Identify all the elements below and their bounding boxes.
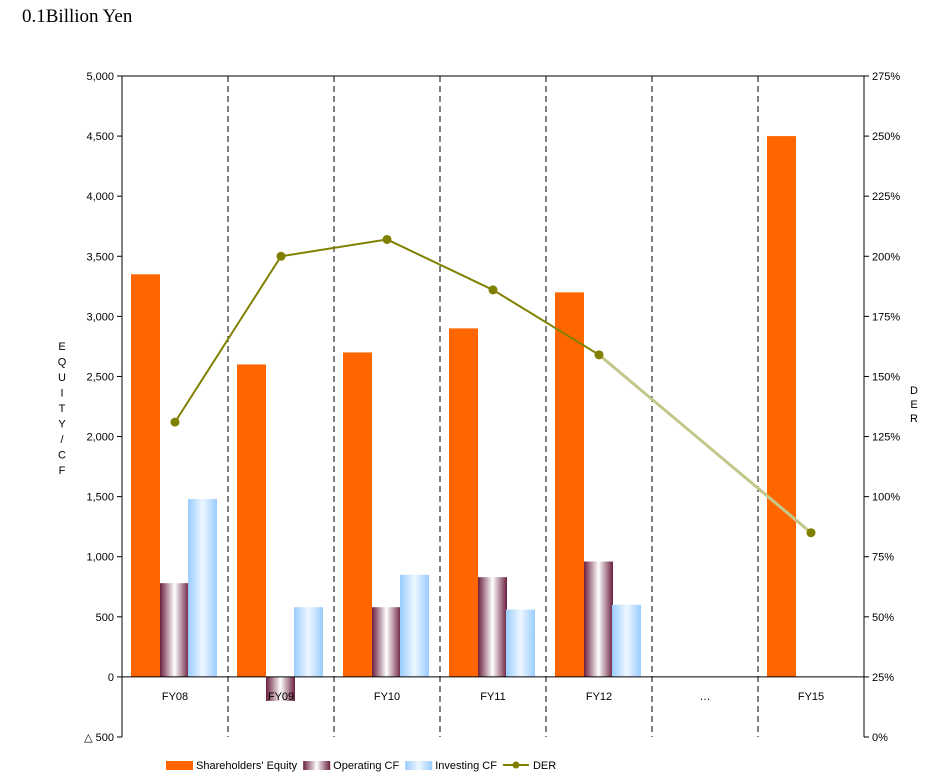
left-tick-label: 2,500 [86,371,114,383]
right-tick-label: 250% [872,131,900,143]
shareholders-equity-bar [767,136,796,677]
der-point [170,417,180,427]
shareholders-equity-bar [343,352,372,677]
right-tick-label: 75% [872,552,894,564]
investing-cf-bar [400,574,429,677]
right-tick-label: 225% [872,191,900,203]
right-tick-label: 125% [872,432,900,444]
der-line-segment [386,238,494,291]
operating-cf-bar [584,561,613,677]
der-point [382,234,392,244]
left-tick-label: 4,000 [86,191,114,203]
der-point [806,528,816,538]
der-line-segment [280,238,388,258]
right-tick-label: 100% [872,492,900,504]
left-tick-label: △ 500 [84,732,114,744]
right-tick-label: 175% [872,311,900,323]
category-label: … [700,691,711,703]
shareholders-equity-bar [237,364,266,677]
shareholders-equity-bar [555,292,584,677]
shareholders-equity-legend-swatch [166,761,193,770]
legend: Shareholders' Equity Operating CF Investin… [166,760,556,772]
left-tick-label: 2,000 [86,432,114,444]
category-label: FY08 [162,691,188,703]
der-line-segment [492,289,600,356]
shareholders-equity-legend-label: Shareholders' Equity [196,760,298,772]
operating-cf-legend-swatch [303,761,331,770]
right-tick-label: 0% [872,732,888,744]
left-tick-label: 1,500 [86,492,114,504]
investing-cf-bar [188,499,217,677]
left-tick-label: 4,500 [86,131,114,143]
shareholders-equity-bar [131,274,160,677]
bars [131,136,796,701]
shareholders-equity-bar [449,328,478,677]
left-axis-label: E Q U I T Y / C F [58,341,67,477]
axis-labels: E Q U I T Y / C F D E R [58,341,918,477]
category-label: FY12 [586,691,612,703]
left-tick-label: 3,000 [86,311,114,323]
axes [117,75,869,738]
der-projected-segment [598,353,812,534]
left-tick-label: 5,000 [86,71,114,83]
operating-cf-bar [372,607,401,677]
der-point [594,350,604,360]
category-separators [227,76,759,737]
right-tick-label: 25% [872,672,894,684]
operating-cf-bar [478,577,507,677]
right-tick-label: 50% [872,612,894,624]
operating-cf-legend-label: Operating CF [333,760,399,772]
investing-cf-legend-swatch [405,761,433,770]
left-tick-label: 500 [96,612,114,624]
right-tick-label: 275% [872,71,900,83]
operating-cf-bar [160,583,189,677]
der-point [276,251,286,261]
investing-cf-bar [612,604,641,677]
left-tick-label: 0 [108,672,114,684]
operating-cf-bar [266,676,295,701]
der-line-segment [174,255,282,423]
left-tick-label: 3,500 [86,251,114,263]
category-label: FY11 [480,691,505,703]
right-tick-label: 150% [872,371,900,383]
der-line [170,234,816,538]
der-point [488,285,498,295]
category-label: FY10 [374,691,400,703]
category-label: FY15 [798,691,824,703]
right-tick-label: 200% [872,251,900,263]
der-legend-label: DER [533,760,556,772]
investing-cf-legend-label: Investing CF [435,760,497,772]
der-legend-marker [512,761,520,769]
unit-label: 0.1Billion Yen [22,6,133,27]
investing-cf-bar [294,607,323,677]
tick-labels: △ 500 0 500 1,000 1,500 2,000 2,500 3,000 3,500 4… [84,71,900,744]
category-label: FY09 [268,691,294,703]
left-tick-label: 1,000 [86,552,114,564]
investing-cf-bar [506,609,535,677]
